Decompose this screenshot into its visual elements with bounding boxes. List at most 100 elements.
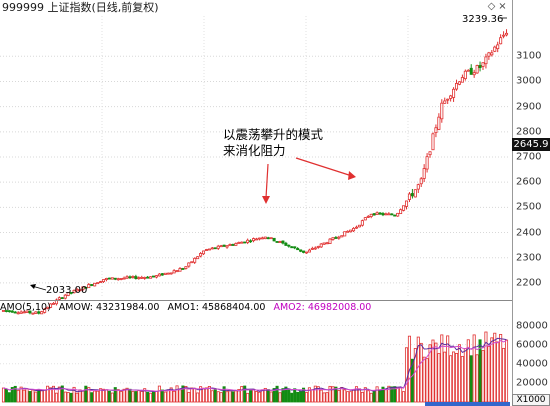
volume-bar-up	[354, 386, 359, 403]
volume-scale-box[interactable]: X1000	[512, 394, 550, 406]
volume-bar-down	[390, 386, 394, 403]
price-tick-label: 2600	[516, 176, 542, 188]
volume-bar-up	[66, 392, 70, 403]
candle-up	[207, 248, 211, 251]
candle-up	[310, 247, 314, 250]
volume-bar-up	[184, 385, 188, 403]
volume-bar-down	[334, 386, 338, 403]
candle-down	[410, 193, 414, 197]
candle-up	[22, 311, 26, 314]
candle-down	[37, 311, 41, 314]
candle-up	[78, 289, 82, 292]
candle-up	[101, 279, 106, 283]
candle-up	[184, 266, 188, 269]
candle-down	[296, 248, 300, 251]
candle-down	[381, 213, 385, 216]
current-price-tag: 2645.9	[512, 138, 550, 151]
candle-up	[366, 216, 370, 218]
candle-down	[231, 244, 235, 246]
volume-bar-up	[178, 389, 182, 403]
candle-up	[143, 277, 147, 279]
candle-up	[484, 56, 488, 65]
volume-bar-up	[481, 350, 485, 403]
volume-bar-up	[51, 385, 56, 403]
volume-bar-up	[143, 388, 147, 403]
candle-up	[46, 306, 50, 309]
candle-up	[116, 278, 120, 281]
volume-bar-down	[107, 390, 111, 403]
volume-bar-down	[296, 391, 300, 403]
candle-up	[325, 242, 329, 245]
candle-up	[440, 102, 444, 120]
candle-down	[107, 277, 111, 280]
volume-indicator-name: AMO(5,10)	[0, 302, 51, 313]
candle-up	[40, 311, 44, 315]
volume-bar-up	[201, 387, 206, 403]
volume-bar-down	[287, 388, 291, 403]
volume-bar-down	[281, 388, 285, 403]
candle-down	[134, 276, 138, 279]
annotation-line-1: 以震荡攀升的模式	[223, 127, 324, 142]
volume-bar-up	[46, 385, 50, 403]
candle-up	[384, 213, 388, 216]
volume-bar-up	[340, 386, 344, 403]
volume-bar-up	[475, 354, 479, 403]
diamond-icon[interactable]: ◇	[487, 1, 496, 12]
volume-tick-label: 80000	[516, 320, 548, 332]
candle-up	[25, 310, 29, 313]
volume-bar-up	[263, 387, 267, 403]
candle-up	[481, 62, 485, 67]
volume-bar-up	[254, 391, 258, 403]
volume-bar-up	[196, 392, 200, 403]
close-icon[interactable]: ×	[498, 1, 507, 12]
volume-bar-down	[84, 385, 88, 403]
volume-bar-down	[293, 388, 297, 403]
volume-tick-label: 60000	[516, 339, 548, 351]
chart-title: 999999 上证指数(日线,前复权)	[0, 0, 514, 16]
annotation-line-2: 来消化阻力	[223, 143, 286, 158]
volume-bar-up	[313, 385, 317, 403]
volume-bar-down	[393, 386, 397, 403]
volume-bar-up	[149, 392, 153, 403]
price-tick-label: 3000	[516, 75, 542, 87]
candle-down	[478, 65, 482, 69]
volume-bar-up	[331, 386, 335, 403]
candle-up	[263, 236, 267, 240]
volume-bar-up	[449, 355, 453, 403]
amo1-value: AMO1: 45868404.00	[167, 302, 266, 313]
candle-down	[275, 241, 279, 243]
candle-up	[119, 278, 123, 280]
volume-bar-down	[478, 339, 482, 403]
candle-up	[87, 284, 91, 289]
candle-down	[293, 246, 297, 249]
candle-up	[196, 256, 200, 260]
candle-up	[487, 52, 491, 57]
volume-bar-up	[31, 389, 35, 403]
scroll-indicator[interactable]	[425, 402, 510, 406]
volume-bar-down	[275, 385, 279, 403]
volume-bar-down	[128, 388, 132, 403]
candle-down	[302, 250, 306, 253]
price-tick-label: 2400	[516, 227, 542, 239]
volume-bar-up	[204, 387, 208, 403]
candle-up	[16, 312, 20, 315]
candle-up	[193, 257, 197, 263]
volume-bar-up	[493, 332, 497, 403]
candle-up	[466, 69, 470, 72]
candle-up	[313, 247, 317, 250]
volume-bar-up	[337, 390, 341, 403]
candle-up	[178, 268, 182, 272]
price-tick-label: 2200	[516, 277, 542, 289]
candle-up	[157, 273, 161, 277]
volume-bar-up	[43, 389, 47, 403]
candle-up	[337, 236, 341, 239]
volume-bar-down	[272, 388, 276, 403]
volume-bar-up	[49, 387, 53, 403]
candle-down	[13, 311, 17, 314]
candle-up	[51, 303, 56, 305]
candle-up	[125, 276, 129, 279]
volume-bar-up	[125, 387, 129, 403]
volume-bar-up	[502, 347, 506, 403]
candle-up	[63, 294, 67, 299]
